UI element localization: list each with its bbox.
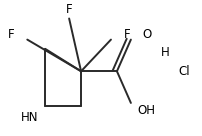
- Text: OH: OH: [138, 104, 156, 117]
- Text: F: F: [124, 28, 130, 41]
- Text: O: O: [142, 28, 152, 41]
- Text: F: F: [66, 3, 73, 16]
- Text: Cl: Cl: [179, 65, 190, 78]
- Text: HN: HN: [21, 111, 38, 124]
- Text: F: F: [8, 28, 15, 41]
- Text: H: H: [160, 46, 169, 59]
